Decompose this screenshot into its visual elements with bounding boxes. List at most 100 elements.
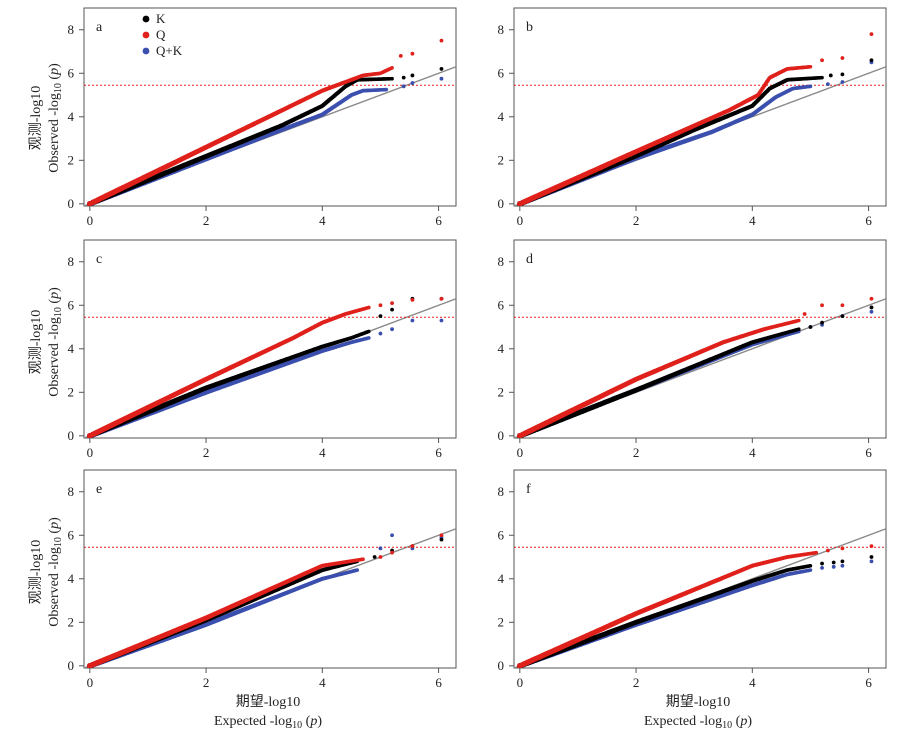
y-tick-label: 8 <box>68 484 75 499</box>
qq-tail-point <box>808 325 813 329</box>
y-axis-label-cn: 观测-log10 <box>28 540 44 605</box>
qq-tail-point <box>439 318 444 323</box>
qq-point <box>384 87 389 92</box>
qq-point <box>361 557 365 562</box>
y-tick-label: 0 <box>68 196 75 211</box>
plot-area <box>84 38 456 206</box>
qq-point <box>808 64 813 69</box>
x-tick-label: 2 <box>203 675 210 690</box>
panel-label-b: b <box>526 20 533 35</box>
panel-a: 0 2 4 6 0 2 4 6 8 a <box>68 7 457 228</box>
qq-point <box>367 336 371 340</box>
x-tick-label: 0 <box>517 445 524 460</box>
y-tick-label: 8 <box>498 22 505 37</box>
qq-tail-point <box>840 559 845 564</box>
x-tick-label: 2 <box>203 445 210 460</box>
qq-point <box>808 84 813 89</box>
y-tick-label: 6 <box>68 65 75 80</box>
x-tick-label: 6 <box>435 445 442 460</box>
qq-point <box>390 66 394 70</box>
qq-tail-point <box>378 555 383 559</box>
series-k <box>517 305 874 438</box>
qq-tail-point <box>410 81 415 85</box>
qq-tail-point <box>439 533 444 538</box>
y-tick-label: 2 <box>498 614 505 629</box>
series-q-k <box>517 309 874 438</box>
qq-tail-point <box>410 73 415 78</box>
qq-point <box>367 305 371 310</box>
x-tick-label: 2 <box>633 675 640 690</box>
y-tick-label: 0 <box>498 658 505 673</box>
y-tick-label: 4 <box>68 571 75 586</box>
qq-tail-point <box>802 312 807 316</box>
x-tick-label: 4 <box>749 445 756 460</box>
series-q <box>517 544 874 668</box>
x-tick-label: 0 <box>517 675 524 690</box>
y-tick-label: 6 <box>498 527 505 542</box>
qq-tail-point <box>372 555 377 559</box>
panel-label-a: a <box>96 20 103 35</box>
plot-frame <box>513 239 887 439</box>
series-q <box>87 533 444 668</box>
panel-e: 0 2 4 6 0 2 4 6 8 e <box>68 469 457 690</box>
qq-tail-point <box>869 309 874 314</box>
qq-tail-point <box>820 566 824 570</box>
qq-tail-point <box>831 560 836 565</box>
y-tick-label: 0 <box>498 196 505 211</box>
y-tick-label: 8 <box>498 484 505 499</box>
x-tick-label: 2 <box>633 445 640 460</box>
series-q-k <box>87 76 444 206</box>
legend-label-qk: Q+K <box>156 43 183 58</box>
x-tick-label: 4 <box>319 445 326 460</box>
qq-tail-point <box>840 563 845 568</box>
series-q <box>517 296 874 438</box>
y-axis-label-en: Observed -log10 (p) <box>47 63 64 173</box>
qq-tail-point <box>410 544 415 549</box>
qq-tail-point <box>378 331 383 336</box>
series-q <box>87 296 444 438</box>
y-tick-label: 6 <box>498 65 505 80</box>
x-tick-label: 6 <box>435 675 442 690</box>
qq-tail-point <box>840 72 845 77</box>
y-tick-label: 6 <box>68 297 75 312</box>
series-q <box>517 32 874 206</box>
plot-area <box>84 296 456 438</box>
qq-tail-point <box>401 75 406 80</box>
qq-tail-point <box>820 320 824 325</box>
x-tick-label: 0 <box>87 445 94 460</box>
y-axis-label-row3: 观测-log10 Observed -log10 (p) <box>28 517 64 627</box>
series-k <box>517 555 874 668</box>
qq-tail-point <box>869 544 874 549</box>
x-tick-label: 0 <box>517 213 524 228</box>
y-tick-label: 4 <box>68 341 75 356</box>
y-tick-label: 0 <box>68 658 75 673</box>
y-tick-label: 2 <box>68 384 75 399</box>
plot-frame <box>83 469 457 669</box>
legend: K Q Q+K <box>142 11 183 58</box>
y-axis-label-cn: 观测-log10 <box>28 310 44 375</box>
y-axis-label-en: Observed -log10 (p) <box>47 517 64 627</box>
legend-label-q: Q <box>156 27 166 42</box>
series-q <box>87 38 444 206</box>
y-axis-label-cn: 观测-log10 <box>28 86 44 151</box>
qq-tail-point <box>831 564 836 569</box>
qq-tail-point <box>840 80 845 84</box>
qq-tail-point <box>398 53 403 58</box>
y-tick-label: 8 <box>68 22 75 37</box>
qq-tail-point <box>869 58 874 63</box>
qq-tail-point <box>820 303 824 308</box>
qq-tail-point <box>439 296 444 301</box>
qq-tail-point <box>410 318 415 323</box>
y-tick-label: 0 <box>68 428 75 443</box>
y-tick-label: 2 <box>68 614 75 629</box>
legend-label-k: K <box>156 11 166 26</box>
qq-tail-point <box>869 305 874 310</box>
qq-tail-point <box>869 559 874 564</box>
y-tick-label: 4 <box>498 109 505 124</box>
panel-f: 0 2 4 6 0 2 4 6 8 f <box>498 469 887 690</box>
panels-group: 0 2 4 6 0 2 4 6 8 a 0 2 4 6 0 2 4 6 8 b 0 2 4 6 0 2 4 6 8 c 0 2 4 6 0 2 4 6 8 d… <box>68 7 887 690</box>
series-k <box>517 58 874 206</box>
qq-tail-point <box>869 555 874 559</box>
y-tick-label: 8 <box>68 254 75 269</box>
series-q-k <box>517 559 874 668</box>
